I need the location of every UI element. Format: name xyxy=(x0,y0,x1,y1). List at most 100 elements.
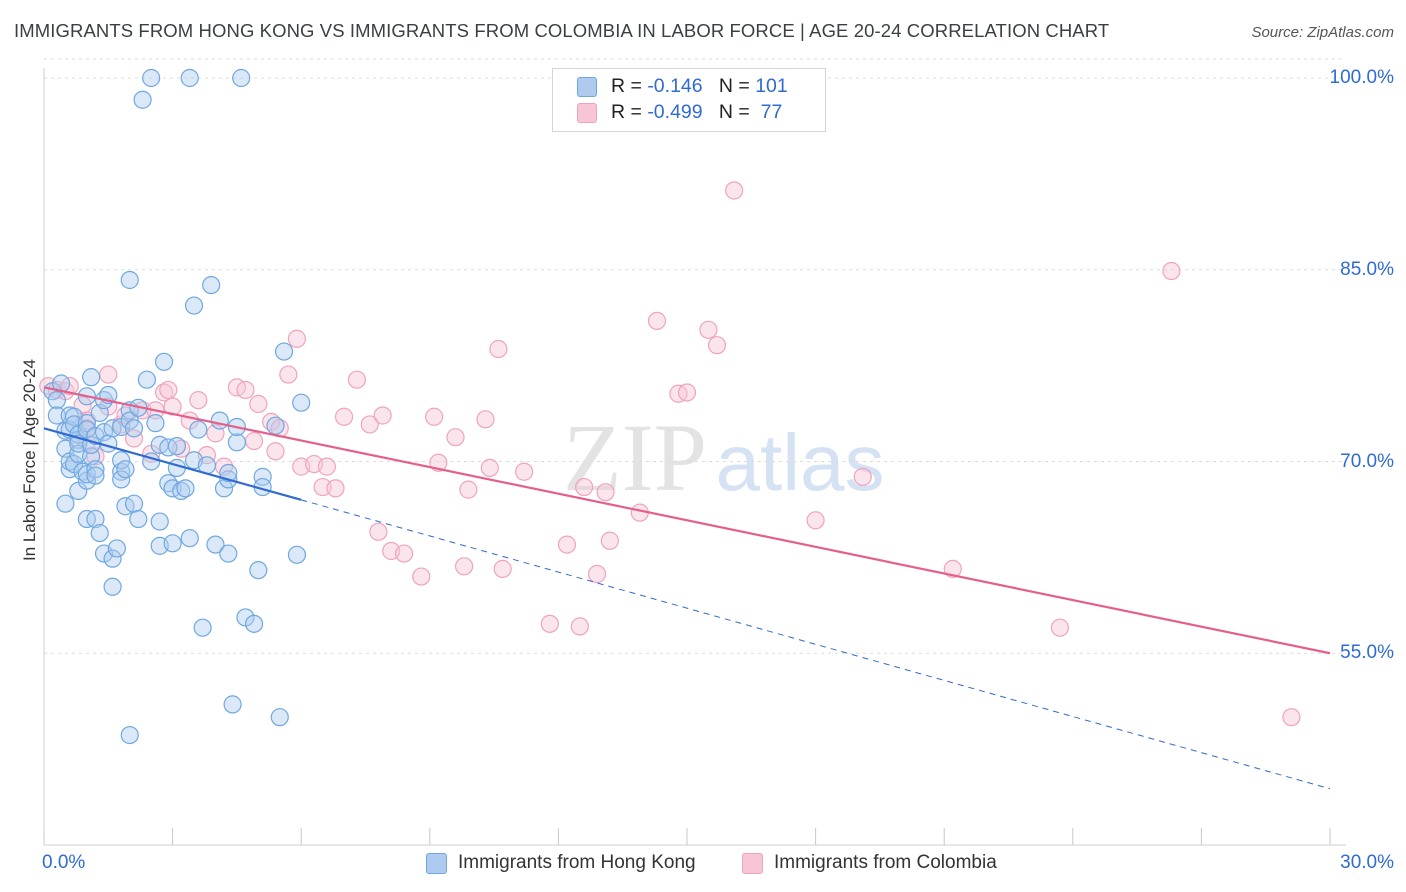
trend-lines xyxy=(43,386,1331,790)
bottom-legend-label: Immigrants from Colombia xyxy=(774,852,997,873)
legend-n-value: 77 xyxy=(760,101,783,123)
colombia-point xyxy=(124,429,144,448)
hong-kong-point xyxy=(94,422,114,442)
colombia-point xyxy=(476,410,495,429)
colombia-point xyxy=(189,391,208,410)
hong-kong-point xyxy=(86,460,105,479)
hong-kong-point xyxy=(82,368,101,387)
colombia-point xyxy=(454,557,474,576)
colombia-point xyxy=(236,380,255,400)
colombia-point xyxy=(313,477,332,497)
hong-kong-point xyxy=(146,414,165,433)
series-hong-kong-points xyxy=(43,68,311,745)
colombia-point xyxy=(677,383,697,402)
chart-title: IMMIGRANTS FROM HONG KONG VS IMMIGRANTS … xyxy=(14,20,1110,41)
hong-kong-point xyxy=(47,391,66,410)
hong-kong-point xyxy=(154,352,174,371)
hong-kong-point xyxy=(227,433,246,452)
hong-kong-point xyxy=(180,68,199,88)
colombia-point xyxy=(266,442,285,461)
hong-kong-point xyxy=(124,419,144,438)
colombia-point xyxy=(493,559,512,578)
colombia-point xyxy=(287,329,307,348)
colombia-point xyxy=(587,564,607,584)
hong-kong-point xyxy=(133,90,152,109)
hong-kong-point xyxy=(189,420,208,439)
hong-kong-point xyxy=(223,695,242,714)
y-tick-label-100: 100.0% xyxy=(1329,67,1394,88)
hong-kong-point xyxy=(124,494,144,513)
legend-n-label: N = xyxy=(718,75,750,97)
legend-swatch-pink xyxy=(577,103,597,123)
colombia-point xyxy=(334,407,354,426)
colombia-point xyxy=(699,320,718,339)
hong-kong-point xyxy=(142,68,161,88)
hong-kong-point xyxy=(129,509,148,529)
watermark-atlas: atlas xyxy=(716,418,885,507)
colombia-point xyxy=(159,380,178,400)
colombia-point xyxy=(515,462,534,481)
hong-kong-point xyxy=(287,545,307,564)
colombia-point xyxy=(540,614,559,633)
colombia-point xyxy=(1282,708,1301,727)
colombia-point xyxy=(600,531,619,550)
hong-kong-point xyxy=(163,534,182,553)
hong-kong-point xyxy=(210,411,229,430)
colombia-point xyxy=(943,559,962,578)
colombia-point xyxy=(279,365,298,384)
hong-kong-point xyxy=(219,544,238,563)
colombia-point xyxy=(326,479,345,498)
colombia-point xyxy=(647,311,667,330)
hong-kong-trend-line xyxy=(43,427,302,501)
colombia-point xyxy=(369,522,388,541)
colombia-point xyxy=(394,544,414,563)
hong-kong-point xyxy=(167,437,186,456)
colombia-point xyxy=(480,458,499,477)
hong-kong-point xyxy=(103,577,122,596)
gridlines xyxy=(44,58,1346,654)
x-tick-label-max: 30.0% xyxy=(1340,852,1394,873)
colombia-point xyxy=(317,457,337,476)
hong-kong-point xyxy=(112,470,131,489)
hong-kong-point xyxy=(56,494,75,513)
colombia-point xyxy=(412,567,431,586)
hong-kong-point xyxy=(90,523,109,543)
hong-kong-point xyxy=(137,370,156,389)
hong-kong-point xyxy=(270,708,289,727)
hong-kong-point xyxy=(103,549,122,568)
colombia-point xyxy=(1162,261,1181,281)
y-tick-label-70: 70.0% xyxy=(1340,450,1394,472)
legend-r-value: -0.499 xyxy=(647,101,703,123)
hong-kong-point xyxy=(86,466,105,485)
watermark-zip: ZIP xyxy=(563,404,707,511)
bottom-legend-swatch-blue xyxy=(426,853,447,874)
y-axis-title: In Labor Force | Age 20-24 xyxy=(20,359,39,561)
colombia-point xyxy=(725,181,744,200)
correlation-legend: R = -0.146 N = 101 R = -0.499 N = 77 xyxy=(552,68,826,132)
colombia-point xyxy=(489,339,508,359)
colombia-point xyxy=(575,477,594,497)
bottom-legend-label: Immigrants from Hong Kong xyxy=(458,852,696,873)
colombia-point xyxy=(424,407,444,426)
colombia-point xyxy=(249,394,268,414)
hong-kong-point xyxy=(180,529,199,548)
colombia-point xyxy=(446,428,465,447)
hong-kong-point xyxy=(244,614,264,633)
hong-kong-point xyxy=(107,539,126,558)
hong-kong-point xyxy=(193,618,212,637)
hong-kong-point xyxy=(86,509,105,529)
series-colombia-points xyxy=(39,181,1301,727)
hong-kong-point xyxy=(274,342,294,361)
y-tick-label-55: 55.0% xyxy=(1340,642,1394,664)
hong-kong-point xyxy=(120,270,139,290)
bottom-legend-swatch-pink xyxy=(742,853,763,874)
colombia-point xyxy=(570,617,589,636)
colombia-point xyxy=(99,365,118,384)
hong-kong-point xyxy=(184,296,204,315)
hong-kong-point xyxy=(266,416,285,435)
hong-kong-point xyxy=(249,561,268,580)
legend-swatch-blue xyxy=(577,77,597,97)
hong-kong-point xyxy=(202,275,221,295)
hong-kong-point xyxy=(150,512,169,531)
